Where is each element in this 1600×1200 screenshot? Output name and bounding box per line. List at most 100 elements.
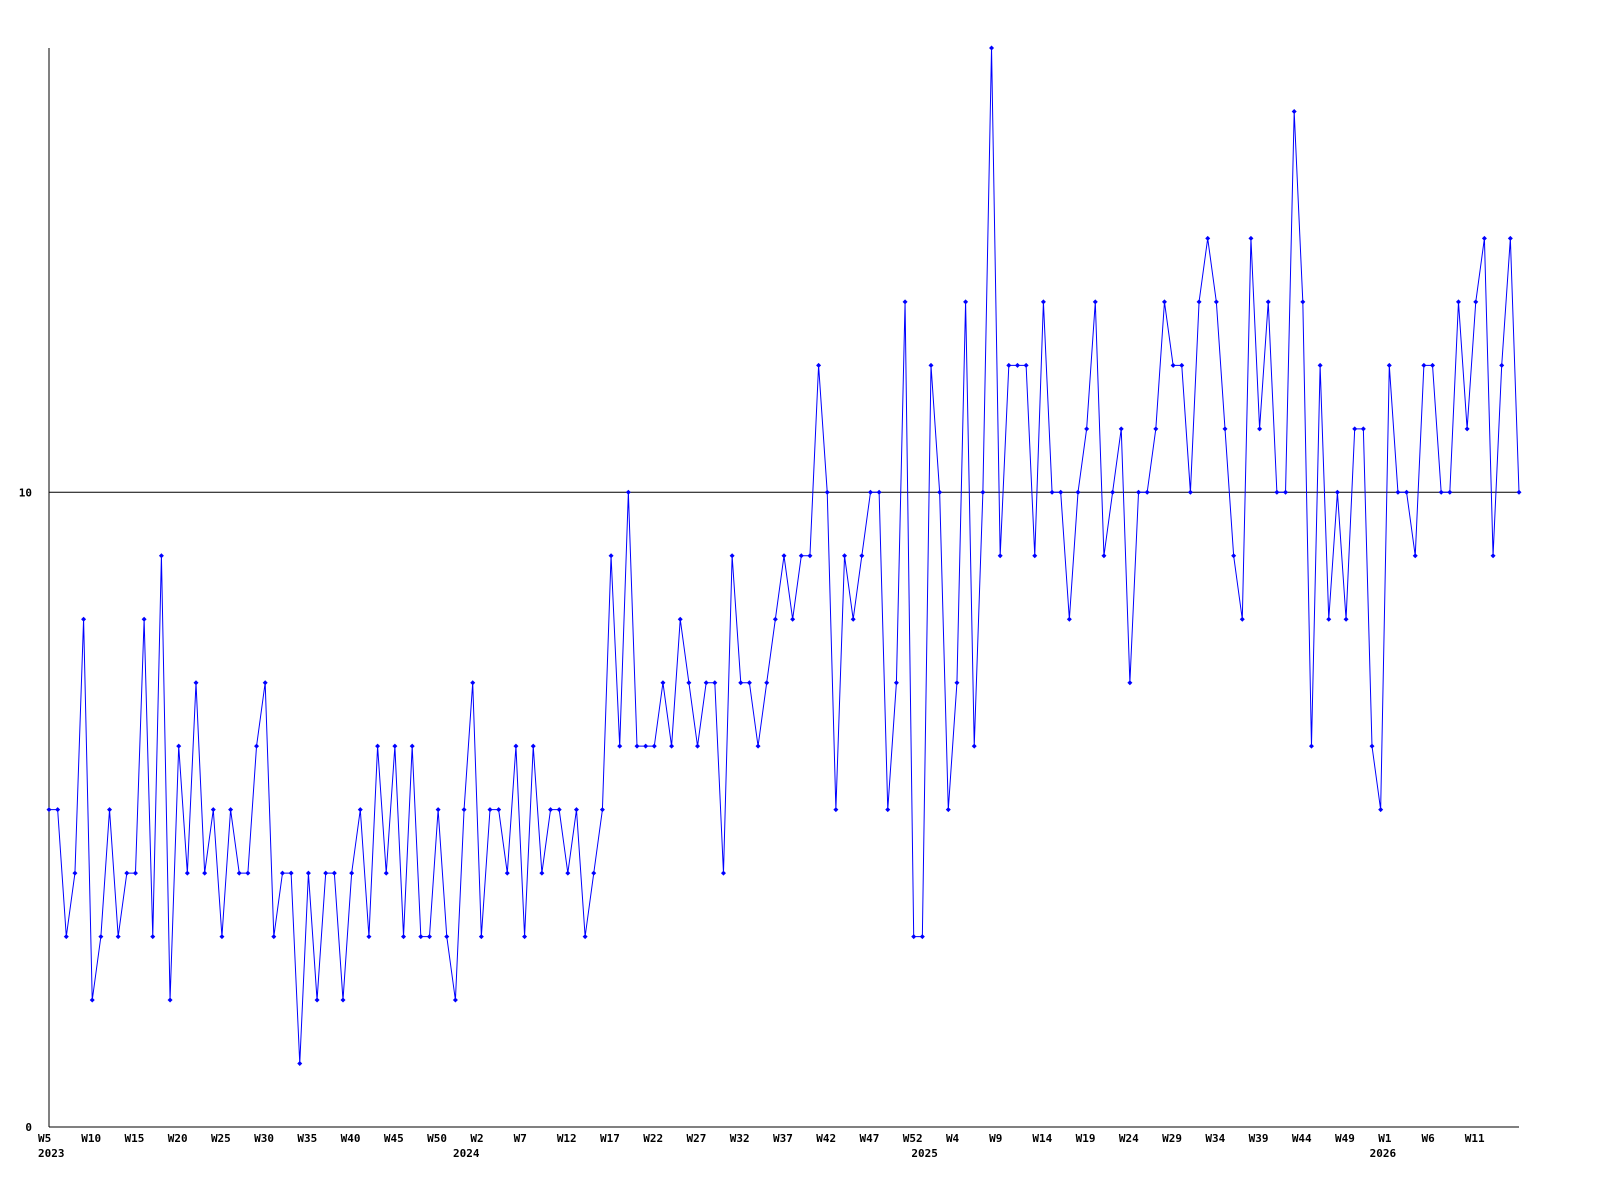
data-point <box>418 934 424 940</box>
data-point <box>1213 299 1219 305</box>
data-point <box>1412 553 1418 559</box>
data-point <box>375 743 381 749</box>
data-point <box>1404 489 1410 495</box>
data-point <box>1516 489 1522 495</box>
data-point <box>444 934 450 940</box>
data-point <box>487 807 493 813</box>
data-point <box>867 489 873 495</box>
data-point <box>798 553 804 559</box>
data-point <box>1153 426 1159 432</box>
x-year-label: 2023 <box>38 1147 65 1160</box>
data-point <box>1334 489 1340 495</box>
data-point <box>651 743 657 749</box>
data-point <box>1231 553 1237 559</box>
data-point <box>1430 362 1436 368</box>
data-point <box>193 680 199 686</box>
x-tick-label: W5 <box>38 1132 51 1145</box>
x-tick-label: W19 <box>1076 1132 1096 1145</box>
data-point <box>720 870 726 876</box>
data-point <box>1127 680 1133 686</box>
x-year-label: 2024 <box>453 1147 480 1160</box>
x-tick-label: W40 <box>341 1132 361 1145</box>
data-point <box>305 870 311 876</box>
data-point <box>184 870 190 876</box>
data-point <box>1291 108 1297 114</box>
data-point <box>617 743 623 749</box>
data-point <box>1317 362 1323 368</box>
x-tick-label: W25 <box>211 1132 231 1145</box>
data-point <box>1386 362 1392 368</box>
data-point <box>625 489 631 495</box>
data-point <box>842 553 848 559</box>
data-point <box>55 807 61 813</box>
data-point <box>1187 489 1193 495</box>
data-point <box>98 934 104 940</box>
data-point <box>954 680 960 686</box>
data-point <box>1326 616 1332 622</box>
data-point <box>1248 235 1254 241</box>
data-point <box>262 680 268 686</box>
data-point <box>816 362 822 368</box>
data-point <box>1110 489 1116 495</box>
x-tick-label: W17 <box>600 1132 620 1145</box>
data-point <box>1421 362 1427 368</box>
x-tick-label: W32 <box>730 1132 750 1145</box>
data-point <box>556 807 562 813</box>
data-point <box>1300 299 1306 305</box>
data-point <box>409 743 415 749</box>
data-point <box>1481 235 1487 241</box>
data-point <box>824 489 830 495</box>
data-point <box>132 870 138 876</box>
x-tick-label: W9 <box>989 1132 1002 1145</box>
data-point <box>141 616 147 622</box>
x-tick-label: W47 <box>859 1132 879 1145</box>
data-point <box>1144 489 1150 495</box>
data-point <box>314 997 320 1003</box>
x-tick-label: W35 <box>297 1132 317 1145</box>
data-point <box>772 616 778 622</box>
data-point <box>911 934 917 940</box>
x-tick-label: W22 <box>643 1132 663 1145</box>
x-year-label: 2025 <box>911 1147 938 1160</box>
x-tick-label: W49 <box>1335 1132 1355 1145</box>
x-tick-label: W42 <box>816 1132 836 1145</box>
data-point <box>452 997 458 1003</box>
data-point <box>63 934 69 940</box>
data-point <box>937 489 943 495</box>
data-point <box>548 807 554 813</box>
data-point <box>202 870 208 876</box>
data-point <box>1066 616 1072 622</box>
data-point <box>115 934 121 940</box>
x-tick-label: W24 <box>1119 1132 1139 1145</box>
data-point <box>1092 299 1098 305</box>
data-point <box>1265 299 1271 305</box>
data-point <box>392 743 398 749</box>
data-point <box>746 680 752 686</box>
data-point <box>366 934 372 940</box>
data-point <box>643 743 649 749</box>
data-point <box>158 553 164 559</box>
x-tick-label: W7 <box>514 1132 527 1145</box>
data-point <box>323 870 329 876</box>
x-tick-label: W1 <box>1378 1132 1392 1145</box>
data-point <box>89 997 95 1003</box>
data-point <box>1006 362 1012 368</box>
data-point <box>478 934 484 940</box>
data-point <box>686 680 692 686</box>
data-point <box>219 934 225 940</box>
data-point <box>902 299 908 305</box>
data-point <box>1032 553 1038 559</box>
data-point <box>677 616 683 622</box>
data-point <box>288 870 294 876</box>
data-point <box>1447 489 1453 495</box>
data-point <box>245 870 251 876</box>
x-tick-label: W34 <box>1205 1132 1225 1145</box>
data-point <box>461 807 467 813</box>
data-point <box>781 553 787 559</box>
data-point <box>1239 616 1245 622</box>
data-point <box>1352 426 1358 432</box>
x-tick-label: W12 <box>557 1132 577 1145</box>
x-tick-label: W27 <box>687 1132 707 1145</box>
data-point <box>228 807 234 813</box>
